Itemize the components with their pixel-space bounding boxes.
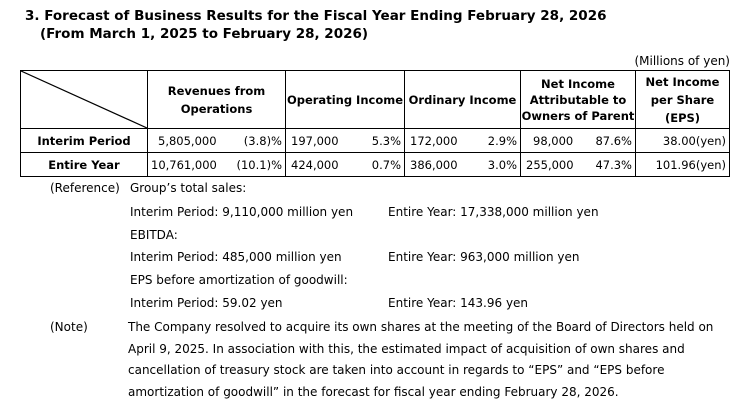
cell-net-income: 255,000 47.3% bbox=[520, 152, 636, 177]
cell-ordinary-income: 386,000 3.0% bbox=[404, 152, 521, 177]
header-revenues: Revenues from Operations bbox=[147, 70, 286, 129]
table-row: Interim Period 5,805,000 (3.8)% 197,000 5.… bbox=[20, 128, 730, 153]
reference-tag: (Reference) bbox=[50, 181, 120, 195]
group-sales-interim: Interim Period: 9,110,000 million yen bbox=[130, 205, 354, 219]
forecast-table: Revenues from Operations Operating Incom… bbox=[20, 70, 730, 177]
note-text: The Company resolved to acquire its own … bbox=[128, 320, 714, 399]
header-net-income: Net Income Attributable to Owners of Par… bbox=[520, 70, 636, 129]
eps-goodwill-interim: Interim Period: 59.02 yen bbox=[130, 296, 283, 310]
table-header-row: Revenues from Operations Operating Incom… bbox=[20, 70, 730, 129]
section-subheading: (From March 1, 2025 to February 28, 2026… bbox=[40, 26, 369, 42]
cell-eps: 38.00(yen) bbox=[635, 128, 730, 153]
section-heading: 3. Forecast of Business Results for the … bbox=[25, 8, 607, 24]
cell-revenues: 10,761,000 (10.1)% bbox=[147, 152, 286, 177]
eps-goodwill-year: Entire Year: 143.96 yen bbox=[388, 296, 529, 310]
row-label-entire-year: Entire Year bbox=[20, 152, 148, 177]
unit-label: (Millions of yen) bbox=[634, 54, 730, 68]
group-sales-year: Entire Year: 17,338,000 million yen bbox=[388, 205, 599, 219]
header-ordinary-income: Ordinary Income bbox=[404, 70, 521, 129]
header-eps: Net Income per Share (EPS) bbox=[635, 70, 730, 129]
note-tag: (Note) bbox=[50, 320, 88, 334]
ebitda-title: EBITDA: bbox=[130, 228, 178, 242]
cell-operating-income: 424,000 0.7% bbox=[285, 152, 405, 177]
diagonal-corner-cell bbox=[20, 70, 148, 129]
table-row: Entire Year 10,761,000 (10.1)% 424,000 0.7… bbox=[20, 152, 730, 177]
cell-ordinary-income: 172,000 2.9% bbox=[404, 128, 521, 153]
ebitda-interim: Interim Period: 485,000 million yen bbox=[130, 250, 342, 264]
header-operating-income: Operating Income bbox=[285, 70, 405, 129]
cell-net-income: 98,000 87.6% bbox=[520, 128, 636, 153]
group-sales-title: Group’s total sales: bbox=[130, 181, 247, 195]
eps-goodwill-title: EPS before amortization of goodwill: bbox=[130, 273, 348, 287]
ebitda-year: Entire Year: 963,000 million yen bbox=[388, 250, 580, 264]
cell-operating-income: 197,000 5.3% bbox=[285, 128, 405, 153]
row-label-interim: Interim Period bbox=[20, 128, 148, 153]
cell-revenues: 5,805,000 (3.8)% bbox=[147, 128, 286, 153]
cell-eps: 101.96(yen) bbox=[635, 152, 730, 177]
